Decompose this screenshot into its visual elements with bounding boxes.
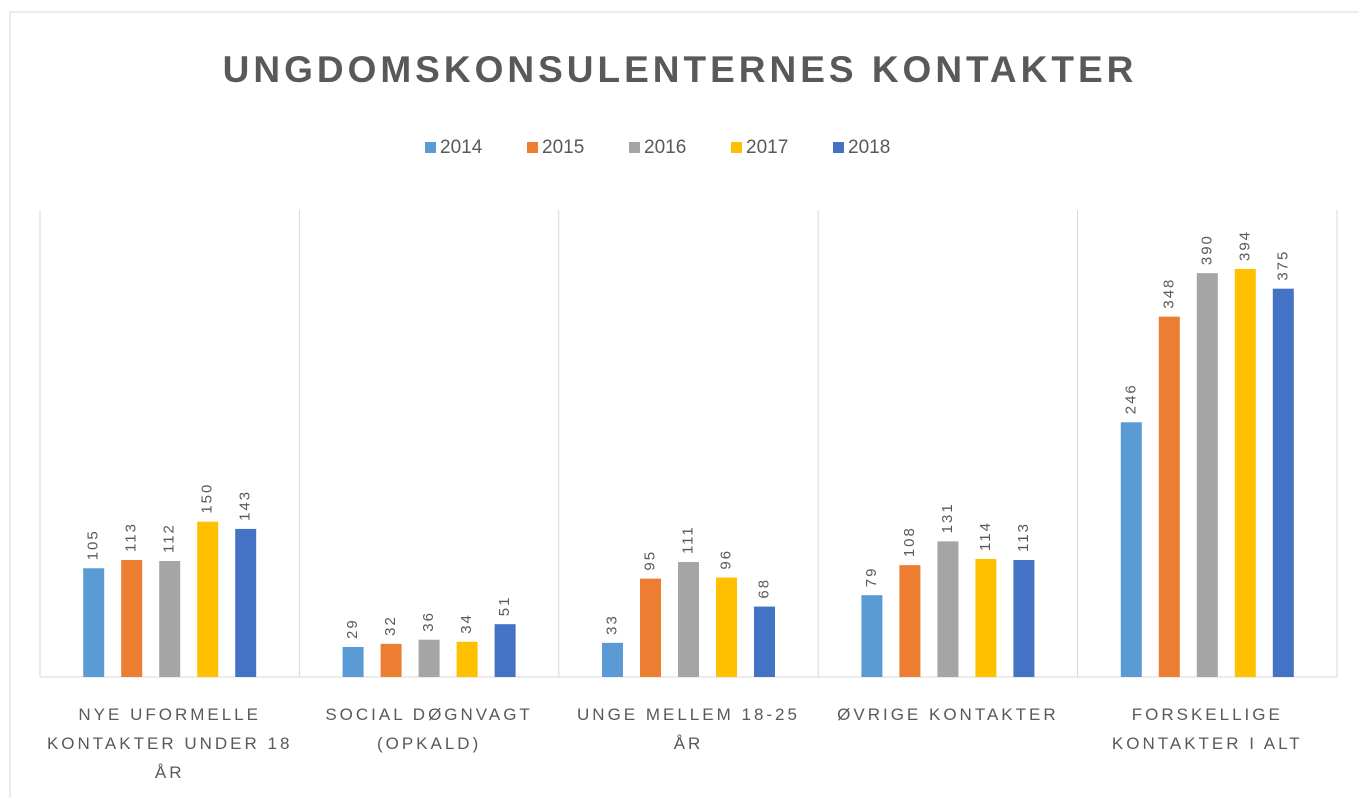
data-label: 143 (237, 490, 254, 521)
bar (937, 541, 959, 677)
bar (716, 577, 737, 677)
data-label: 131 (939, 502, 956, 533)
bar (380, 643, 402, 677)
data-label: 108 (901, 526, 918, 557)
legend-swatch (731, 142, 742, 153)
x-tick-label: NYE UFORMELLE KONTAKTER UNDER 18 ÅR (46, 705, 293, 782)
data-label: 29 (344, 618, 361, 639)
legend-swatch (833, 142, 844, 153)
legend-swatch (425, 142, 436, 153)
bar (235, 528, 257, 677)
legend-label: 2018 (848, 137, 890, 158)
bar (83, 568, 105, 677)
bar (899, 565, 921, 677)
bar (1120, 422, 1142, 677)
chart-border (9, 11, 1359, 798)
data-label: 68 (755, 578, 772, 599)
legend-label: 2016 (644, 137, 686, 158)
bar (602, 642, 623, 677)
x-tick-label: SOCIAL DØGNVAGT (OPKALD) (325, 705, 533, 753)
legend-label: 2014 (440, 137, 483, 158)
data-label: 36 (420, 611, 437, 632)
data-label: 51 (496, 596, 513, 617)
data-label: 111 (679, 525, 696, 554)
bar (121, 559, 143, 677)
x-tick-label: UNGE MELLEM 18-25 ÅR (577, 705, 800, 753)
bar (456, 641, 478, 677)
bar (1196, 273, 1218, 677)
bar (1272, 288, 1294, 677)
data-label: 105 (85, 529, 102, 560)
chart-title: UNGDOMSKONSULENTERNES KONTAKTER (223, 49, 1138, 90)
data-label: 114 (977, 521, 994, 551)
bar (159, 561, 181, 677)
data-label: 79 (863, 567, 880, 588)
data-label: 375 (1274, 250, 1291, 281)
data-label: 95 (641, 550, 658, 571)
bar (640, 578, 661, 677)
bar (754, 606, 775, 677)
bar (342, 646, 364, 677)
data-label: 113 (1015, 522, 1032, 552)
bar (861, 595, 883, 677)
bar (678, 562, 699, 677)
data-label: 394 (1236, 230, 1253, 261)
bar (197, 521, 219, 677)
data-label: 348 (1160, 278, 1177, 309)
data-label: 96 (717, 549, 734, 570)
legend-swatch (629, 142, 640, 153)
data-label: 112 (161, 523, 178, 553)
data-label: 34 (458, 613, 475, 634)
data-label: 390 (1198, 234, 1215, 265)
bar (418, 639, 440, 677)
bar (1158, 316, 1180, 677)
bar (1013, 559, 1035, 677)
legend-swatch (527, 142, 538, 153)
data-label: 32 (382, 615, 399, 636)
legend-label: 2017 (746, 137, 788, 158)
bar (975, 558, 997, 677)
data-label: 33 (603, 614, 620, 635)
legend-label: 2015 (542, 137, 584, 158)
bar (1234, 269, 1256, 677)
bar (494, 624, 516, 677)
x-tick-label: FORSKELLIGE KONTAKTER I ALT (1111, 705, 1303, 753)
data-label: 246 (1122, 383, 1139, 414)
x-tick-label: ØVRIGE KONTAKTER (837, 705, 1059, 724)
data-label: 150 (199, 483, 216, 514)
data-label: 113 (123, 522, 140, 552)
